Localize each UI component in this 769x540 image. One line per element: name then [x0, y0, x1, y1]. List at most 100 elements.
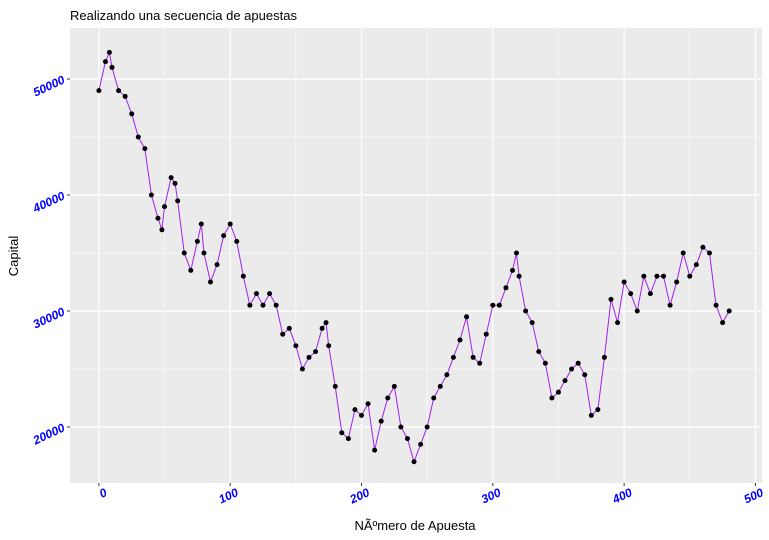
- point: [129, 111, 135, 117]
- point: [159, 227, 165, 233]
- point: [345, 436, 351, 442]
- point: [142, 146, 148, 152]
- point: [569, 366, 575, 372]
- point: [555, 389, 561, 395]
- point: [700, 244, 706, 250]
- point: [135, 134, 141, 140]
- point: [503, 285, 509, 291]
- point: [404, 436, 410, 442]
- point: [365, 401, 371, 407]
- point: [634, 308, 640, 314]
- point: [720, 320, 726, 326]
- x-tick-label: 100: [216, 485, 240, 506]
- point: [116, 88, 122, 94]
- point: [621, 279, 627, 285]
- point: [102, 59, 108, 65]
- point: [726, 308, 732, 314]
- point: [201, 250, 207, 256]
- point: [234, 238, 240, 244]
- point: [391, 383, 397, 389]
- point: [595, 407, 601, 413]
- point: [181, 250, 187, 256]
- point: [424, 424, 430, 430]
- point: [326, 343, 332, 349]
- y-tick-label: 50000: [31, 73, 67, 100]
- point: [615, 320, 621, 326]
- point: [510, 267, 516, 273]
- x-tick-label: 0: [97, 485, 109, 501]
- point: [529, 320, 535, 326]
- point: [687, 273, 693, 279]
- point: [188, 267, 194, 273]
- y-tick-label: 40000: [30, 189, 67, 216]
- point: [155, 215, 161, 221]
- y-tick-label: 20000: [30, 421, 67, 448]
- point: [372, 447, 378, 453]
- point: [306, 354, 312, 360]
- point: [450, 354, 456, 360]
- point: [168, 175, 174, 181]
- point: [647, 291, 653, 297]
- y-tick-label: 30000: [31, 305, 67, 332]
- point: [496, 302, 502, 308]
- point: [470, 354, 476, 360]
- point: [523, 308, 529, 314]
- point: [490, 302, 496, 308]
- point: [641, 273, 647, 279]
- point: [549, 395, 555, 401]
- point: [109, 64, 115, 70]
- point: [654, 273, 660, 279]
- point: [148, 192, 154, 198]
- point: [106, 49, 112, 55]
- point: [214, 262, 220, 268]
- point: [661, 273, 667, 279]
- point: [260, 302, 266, 308]
- point: [601, 354, 607, 360]
- point: [175, 198, 181, 204]
- point: [198, 221, 204, 227]
- point: [359, 412, 365, 418]
- point: [313, 349, 319, 355]
- point: [693, 262, 699, 268]
- point: [398, 424, 404, 430]
- point: [431, 395, 437, 401]
- point: [542, 360, 548, 366]
- point: [286, 325, 292, 331]
- point: [483, 331, 489, 337]
- x-tick-label: 500: [742, 485, 766, 506]
- point: [378, 418, 384, 424]
- y-axis-label: Capital: [6, 236, 21, 277]
- point: [706, 250, 712, 256]
- chart-title: Realizando una secuencia de apuestas: [70, 8, 297, 23]
- point: [332, 383, 338, 389]
- point: [418, 441, 424, 447]
- point: [575, 360, 581, 366]
- point: [464, 314, 470, 320]
- x-tick-label: 200: [347, 485, 372, 507]
- point: [323, 320, 329, 326]
- point: [208, 279, 214, 285]
- point: [713, 302, 719, 308]
- point: [457, 337, 463, 343]
- point: [221, 233, 227, 239]
- point: [437, 383, 443, 389]
- panel: [70, 28, 762, 483]
- point: [628, 291, 634, 297]
- point: [562, 378, 568, 384]
- point: [444, 372, 450, 378]
- point: [194, 238, 200, 244]
- point: [227, 221, 233, 227]
- point: [253, 291, 259, 297]
- x-axis-label: NÃºmero de Apuesta: [354, 518, 476, 533]
- point: [247, 302, 253, 308]
- point: [339, 430, 345, 436]
- point: [162, 204, 168, 210]
- x-tick-label: 400: [609, 485, 634, 507]
- point: [280, 331, 286, 337]
- point: [588, 412, 594, 418]
- point: [267, 291, 273, 297]
- point: [680, 250, 686, 256]
- point: [667, 302, 673, 308]
- point: [674, 279, 680, 285]
- point: [582, 372, 588, 378]
